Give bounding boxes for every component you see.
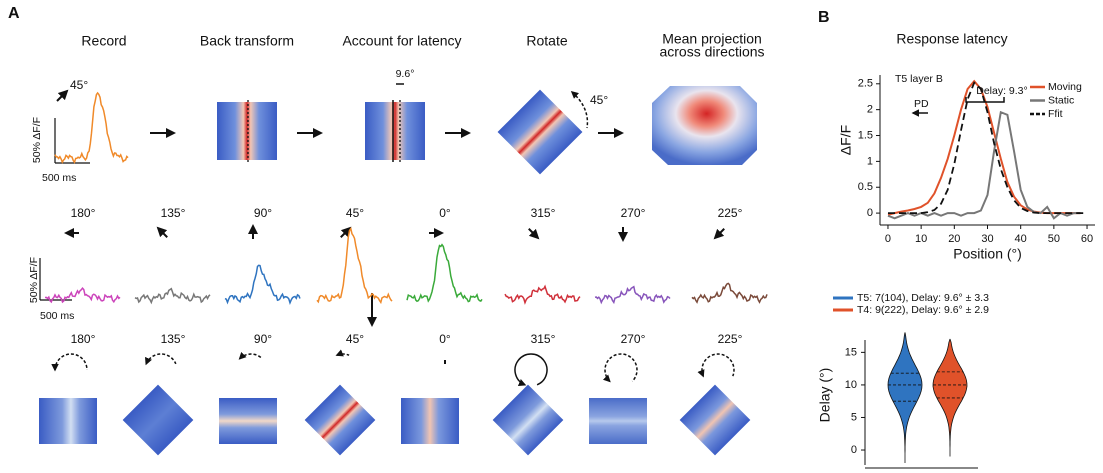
x-tick-label: 30 bbox=[981, 233, 993, 245]
rotation-arrow bbox=[702, 354, 734, 376]
rotation-label: 315° bbox=[531, 332, 556, 346]
x-tick-label: 40 bbox=[1015, 233, 1027, 245]
scale-label: 500 ms bbox=[40, 310, 74, 322]
receptive-field-map bbox=[493, 385, 564, 456]
y-tick-label: 10 bbox=[845, 379, 857, 391]
receptive-field bbox=[680, 385, 751, 456]
legend-label: T5: 7(104), Delay: 9.6° ± 3.3 bbox=[857, 292, 989, 304]
scale-label: 50% ΔF/F bbox=[28, 257, 40, 303]
rotation-arrow bbox=[515, 354, 547, 385]
y-tick-label: 0.5 bbox=[858, 181, 873, 193]
receptive-field bbox=[493, 385, 564, 456]
scale-label: 500 ms bbox=[42, 172, 76, 184]
y-axis-label: ΔF/F bbox=[838, 125, 854, 155]
x-tick-label: 50 bbox=[1048, 233, 1060, 245]
receptive-field bbox=[123, 385, 194, 456]
rotation-label: 270° bbox=[621, 332, 646, 346]
direction-arrow bbox=[158, 228, 167, 237]
rotate-label: 45° bbox=[590, 93, 608, 107]
rotation-row: 180° 135° 90° 45° 0° 315° 270° 225° bbox=[39, 332, 750, 455]
receptive-field-map bbox=[123, 385, 194, 456]
step-title: Account for latency bbox=[342, 33, 461, 49]
step-title: Back transform bbox=[200, 33, 294, 49]
step-title: across directions bbox=[659, 44, 764, 60]
receptive-field bbox=[219, 398, 277, 444]
legend-label: Ffit bbox=[1048, 108, 1063, 120]
direction-label: 135° bbox=[161, 206, 186, 220]
response-trace bbox=[595, 287, 670, 303]
annotation: T5 layer B bbox=[895, 73, 943, 85]
y-tick-label: 5 bbox=[851, 411, 857, 423]
response-trace bbox=[692, 283, 767, 302]
direction-label: 45° bbox=[346, 206, 364, 220]
y-tick-label: 0 bbox=[867, 207, 873, 219]
rotation-label: 90° bbox=[254, 332, 272, 346]
receptive-field bbox=[39, 398, 97, 444]
receptive-field bbox=[305, 385, 376, 456]
rotation-label: 0° bbox=[439, 332, 451, 346]
receptive-field bbox=[589, 398, 647, 444]
direction-label: 315° bbox=[531, 206, 556, 220]
panel-label: B bbox=[818, 9, 830, 26]
rotation-label: 225° bbox=[718, 332, 743, 346]
rotation-arrow bbox=[55, 354, 87, 370]
violin-body bbox=[888, 333, 922, 463]
series-line bbox=[888, 112, 1080, 218]
x-tick-label: 10 bbox=[915, 233, 927, 245]
y-tick-label: 0 bbox=[851, 444, 857, 456]
latency-chart: Response latency 0 10 20 30 40 50 60 0 0.5 1 1.5 2 2.… bbox=[838, 31, 1095, 262]
scale-label: 50% ΔF/F bbox=[31, 117, 43, 163]
rotation-label: 180° bbox=[71, 332, 96, 346]
x-tick-label: 0 bbox=[885, 233, 891, 245]
response-trace bbox=[225, 265, 300, 303]
legend-label: Static bbox=[1048, 94, 1074, 106]
rotation-arrow bbox=[146, 354, 176, 364]
rotation-arrow bbox=[240, 354, 263, 359]
receptive-field-map bbox=[680, 385, 751, 456]
response-trace bbox=[55, 93, 128, 162]
legend-label: T4: 9(222), Delay: 9.6° ± 2.9 bbox=[857, 304, 989, 316]
y-tick-label: 2.5 bbox=[858, 78, 873, 90]
latency-label: 9.6° bbox=[396, 68, 415, 80]
direction-label: 180° bbox=[71, 206, 96, 220]
direction-label: 45° bbox=[70, 78, 88, 92]
receptive-field-map bbox=[305, 385, 376, 456]
response-trace bbox=[407, 245, 482, 302]
x-axis-label: Position (°) bbox=[953, 246, 1022, 262]
direction-label: 225° bbox=[718, 206, 743, 220]
violin-chart: 0 5 10 15 Delay (°) T5: 7(104), Delay: 9.6° ±… bbox=[817, 292, 989, 468]
receptive-field bbox=[401, 398, 459, 444]
y-tick-label: 15 bbox=[845, 346, 857, 358]
y-tick-label: 1.5 bbox=[858, 129, 873, 141]
annotation: Delay: 9.3° bbox=[976, 85, 1027, 97]
panel-label: A bbox=[8, 5, 20, 22]
direction-row: 180° 135° 90° 45° 0° 315° 270° 225° bbox=[45, 206, 767, 303]
response-trace bbox=[505, 286, 580, 302]
chart-title: Response latency bbox=[896, 31, 1007, 47]
annotation: PD bbox=[914, 98, 929, 110]
rotation-label: 45° bbox=[346, 332, 364, 346]
rotation-label: 135° bbox=[161, 332, 186, 346]
step-title: Rotate bbox=[526, 33, 567, 49]
legend-label: Moving bbox=[1048, 81, 1082, 93]
x-tick-label: 20 bbox=[948, 233, 960, 245]
x-tick-label: 60 bbox=[1081, 233, 1093, 245]
rotation-arrow bbox=[605, 354, 637, 381]
direction-label: 270° bbox=[621, 206, 646, 220]
step-title: Record bbox=[81, 33, 126, 49]
y-tick-label: 1 bbox=[867, 155, 873, 167]
response-trace bbox=[135, 289, 210, 303]
direction-label: 0° bbox=[439, 206, 451, 220]
direction-label: 90° bbox=[254, 206, 272, 220]
panel-a-shapes bbox=[40, 84, 757, 325]
response-trace bbox=[317, 229, 392, 303]
direction-arrow bbox=[529, 229, 538, 238]
rotation-arrow bbox=[337, 354, 349, 355]
figure: A Record Back transform Account for late… bbox=[0, 0, 1103, 473]
y-tick-label: 2 bbox=[867, 104, 873, 116]
direction-arrow bbox=[715, 229, 724, 238]
y-axis-label: Delay (°) bbox=[817, 368, 833, 423]
